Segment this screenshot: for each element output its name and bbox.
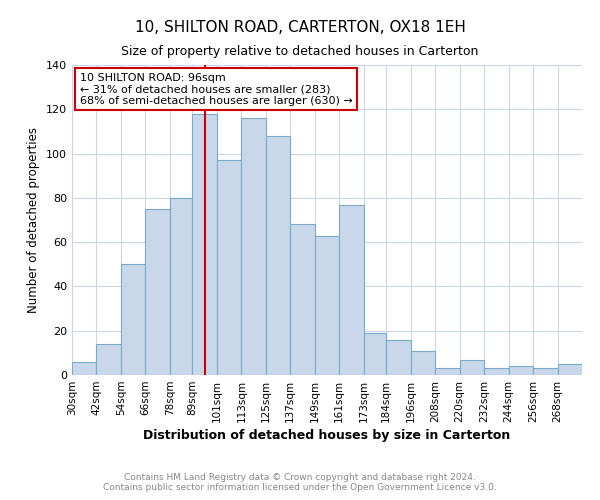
Y-axis label: Number of detached properties: Number of detached properties bbox=[28, 127, 40, 313]
Bar bbox=[364, 333, 386, 375]
Bar bbox=[193, 114, 217, 375]
Bar bbox=[410, 350, 435, 375]
Bar bbox=[460, 360, 484, 375]
Bar bbox=[484, 368, 509, 375]
Bar bbox=[533, 368, 557, 375]
Bar bbox=[241, 118, 266, 375]
Bar bbox=[217, 160, 241, 375]
Text: Size of property relative to detached houses in Carterton: Size of property relative to detached ho… bbox=[121, 45, 479, 58]
Text: 10 SHILTON ROAD: 96sqm
← 31% of detached houses are smaller (283)
68% of semi-de: 10 SHILTON ROAD: 96sqm ← 31% of detached… bbox=[80, 72, 352, 106]
Bar bbox=[386, 340, 410, 375]
Bar bbox=[435, 368, 460, 375]
Text: Contains HM Land Registry data © Crown copyright and database right 2024.
Contai: Contains HM Land Registry data © Crown c… bbox=[103, 473, 497, 492]
Bar bbox=[121, 264, 145, 375]
Text: 10, SHILTON ROAD, CARTERTON, OX18 1EH: 10, SHILTON ROAD, CARTERTON, OX18 1EH bbox=[134, 20, 466, 35]
Bar bbox=[557, 364, 582, 375]
Bar bbox=[290, 224, 315, 375]
Bar bbox=[339, 204, 364, 375]
Bar bbox=[97, 344, 121, 375]
Bar bbox=[509, 366, 533, 375]
Bar bbox=[315, 236, 339, 375]
Bar bbox=[266, 136, 290, 375]
Bar bbox=[170, 198, 193, 375]
Bar bbox=[145, 209, 170, 375]
X-axis label: Distribution of detached houses by size in Carterton: Distribution of detached houses by size … bbox=[143, 429, 511, 442]
Bar bbox=[72, 362, 97, 375]
